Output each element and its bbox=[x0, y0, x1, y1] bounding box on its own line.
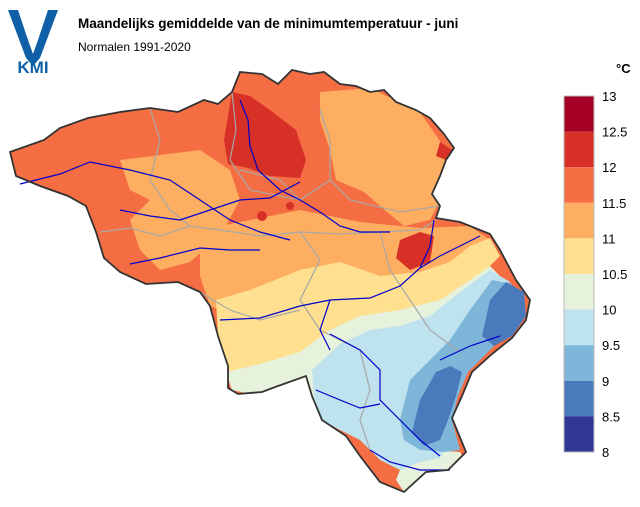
legend-swatch bbox=[564, 380, 594, 417]
legend-swatch bbox=[564, 131, 594, 168]
legend-swatch bbox=[564, 202, 594, 239]
legend-tick-label: 13 bbox=[602, 89, 616, 104]
zone-12-12.5-d bbox=[257, 211, 267, 221]
national-border bbox=[8, 69, 531, 494]
legend-swatch bbox=[564, 96, 594, 132]
kmi-logo: KMI bbox=[8, 10, 58, 74]
zone-8.5-9-a bbox=[412, 366, 462, 446]
legend-tick-label: 9 bbox=[602, 374, 609, 389]
legend-tick-label: 10.5 bbox=[602, 267, 627, 282]
legend-tick-label: 8.5 bbox=[602, 409, 620, 424]
zone-8.5-9-b bbox=[482, 282, 526, 346]
logo-text: KMI bbox=[17, 58, 48, 74]
legend-swatch bbox=[564, 167, 594, 203]
legend-swatch bbox=[564, 345, 594, 381]
temperature-map bbox=[8, 69, 531, 494]
legend-outline bbox=[563, 95, 595, 453]
legend-tick-label: 11 bbox=[602, 231, 616, 246]
map-title: Maandelijks gemiddelde van de minimumtem… bbox=[78, 16, 459, 31]
legend-swatch bbox=[564, 238, 594, 274]
legend-swatch bbox=[564, 274, 594, 310]
legend-tick-label: 10 bbox=[602, 303, 616, 318]
legend-tick-label: 9.5 bbox=[602, 338, 620, 353]
legend-tick-label: 11.5 bbox=[602, 196, 626, 211]
zone-9.5-10 bbox=[312, 270, 510, 470]
legend: 13 12.5 12 11.5 11 10.5 10 9.5 9 8.5 8 bbox=[563, 89, 627, 460]
legend-tick-label: 8 bbox=[602, 445, 609, 460]
rivers bbox=[19, 99, 501, 471]
zone-12-12.5-a bbox=[224, 92, 306, 178]
zone-12-12.5-b bbox=[396, 232, 434, 270]
legend-tick-label: 12 bbox=[602, 160, 616, 175]
legend-swatch bbox=[564, 309, 594, 346]
legend-unit: °C bbox=[616, 61, 631, 76]
map-subtitle: Normalen 1991-2020 bbox=[78, 40, 191, 54]
zone-12-12.5-e bbox=[286, 202, 294, 210]
legend-swatch bbox=[564, 416, 594, 452]
zone-11-11.5-a bbox=[320, 88, 446, 226]
legend-tick-label: 12.5 bbox=[602, 125, 627, 140]
zone-10.5-11 bbox=[216, 238, 500, 392]
province-boundaries bbox=[99, 91, 461, 451]
